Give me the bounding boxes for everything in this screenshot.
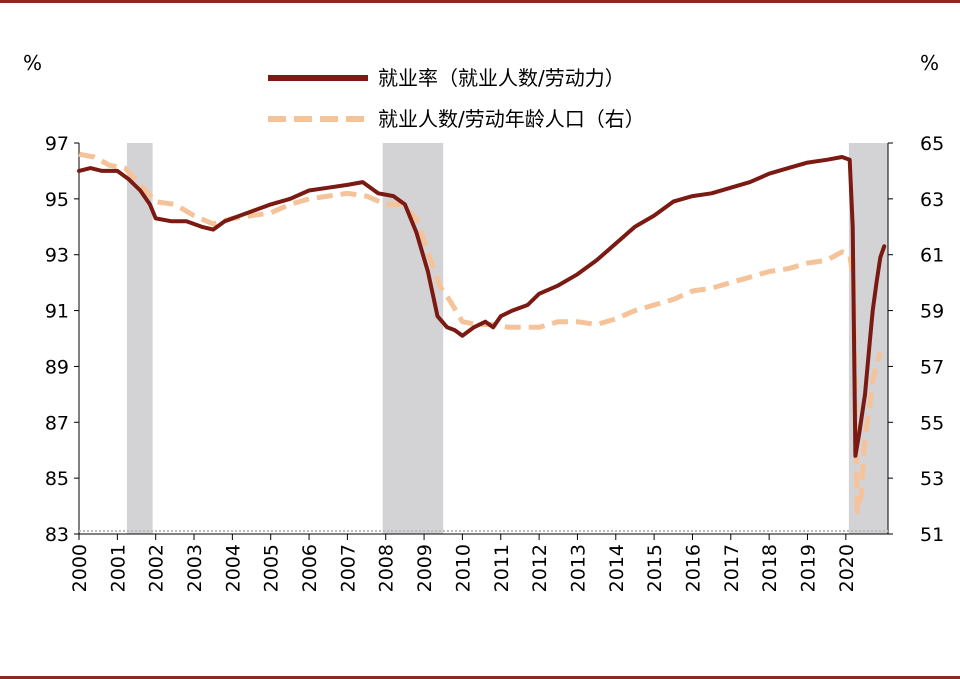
y-left-tick-label: 91 (45, 301, 69, 323)
y-right-tick-label: 57 (920, 356, 944, 378)
recession-band-1 (126, 143, 153, 534)
series-line-1 (77, 155, 887, 458)
y-right-tick-label: 55 (920, 412, 944, 434)
y-left-tick-label: 83 (45, 524, 69, 546)
left-axis-unit: % (23, 51, 42, 75)
x-tick-label: 2016 (682, 544, 704, 592)
x-tick-label: 2018 (759, 544, 781, 592)
recession-band-2 (382, 143, 444, 534)
recession-shading (126, 143, 888, 534)
x-tick-label: 2004 (222, 544, 244, 592)
x-tick-label: 2010 (452, 544, 474, 592)
legend: 就业率（就业人数/劳动力） 就业人数/劳动年龄人口（右） (268, 66, 645, 131)
x-tick-label: 2001 (107, 544, 129, 592)
axes (74, 142, 893, 540)
y-left-tick-label: 85 (45, 468, 69, 490)
x-tick-label: 2006 (299, 544, 321, 592)
bottom-border (0, 676, 960, 679)
right-axis-unit: % (920, 51, 939, 75)
y-right-tick-label: 59 (920, 301, 944, 323)
x-tick-label: 2007 (337, 544, 359, 592)
y-right-tick-label: 51 (920, 524, 944, 546)
tick-labels: 83 85 87 89 91 93 95 97 51 53 55 57 59 61 63 65 2000 2001… (45, 133, 944, 592)
series-line-2 (78, 151, 883, 515)
y-right-tick-label: 61 (920, 245, 944, 267)
x-tick-label: 2008 (376, 544, 398, 592)
x-tick-label: 2002 (146, 544, 168, 592)
x-tick-label: 2005 (261, 544, 283, 592)
y-left-tick-label: 93 (45, 245, 69, 267)
x-tick-label: 2014 (606, 544, 628, 592)
x-tick-label: 2000 (69, 544, 91, 592)
legend-label-series-1: 就业率（就业人数/劳动力） (378, 66, 625, 90)
x-tick-label: 2009 (414, 544, 436, 592)
y-right-tick-label: 63 (920, 189, 944, 211)
series-lines (77, 151, 887, 515)
x-tick-label: 2017 (721, 544, 743, 592)
x-tick-label: 2019 (797, 544, 819, 592)
y-left-tick-label: 87 (45, 412, 69, 434)
x-tick-label: 2013 (567, 544, 589, 592)
x-tick-label: 2003 (184, 544, 206, 592)
x-tick-label: 2020 (836, 544, 858, 592)
x-tick-label: 2011 (491, 544, 513, 592)
y-left-tick-label: 95 (45, 189, 69, 211)
y-left-tick-label: 97 (45, 133, 69, 155)
x-tick-label: 2015 (644, 544, 666, 592)
top-border (0, 0, 960, 3)
legend-label-series-2: 就业人数/劳动年龄人口（右） (378, 107, 645, 131)
x-tick-label: 2012 (529, 544, 551, 592)
y-right-tick-label: 65 (920, 133, 944, 155)
y-left-tick-label: 89 (45, 356, 69, 378)
y-right-tick-label: 53 (920, 468, 944, 490)
